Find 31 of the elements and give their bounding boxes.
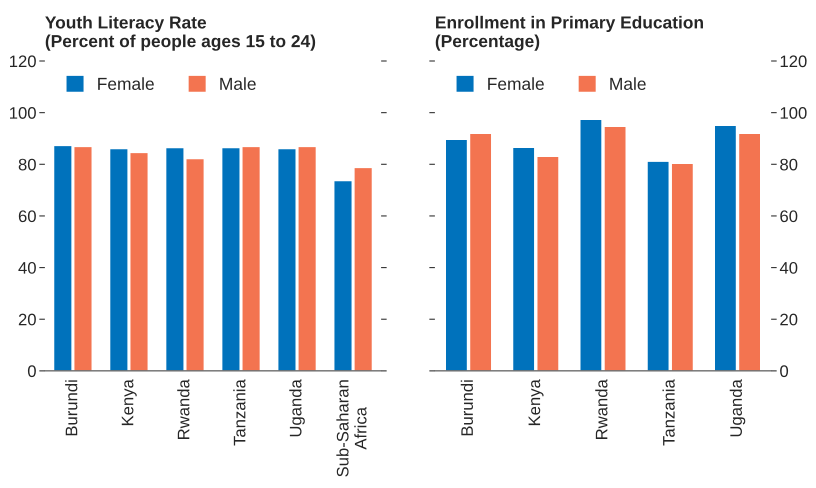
y-tick-label: 100 — [10, 107, 36, 119]
x-tick-label: Kenya — [122, 379, 137, 426]
y-tick-label: 60 — [780, 210, 798, 222]
x-tick-label: Rwanda — [595, 379, 608, 439]
y-tick-label: 0 — [780, 365, 788, 378]
x-tick-label: Uganda — [289, 379, 305, 436]
y-tick-label: 120 — [780, 55, 807, 68]
chart-title: Youth Literacy Rate (Percent of people ages 15 to 24) — [45, 16, 316, 51]
y-tick-label: 80 — [780, 158, 798, 170]
x-tick-label: Rwanda — [177, 379, 190, 439]
y-tick-label: 80 — [18, 158, 36, 170]
legend-label: Male — [610, 77, 646, 90]
legend-label: Male — [220, 77, 256, 90]
y-tick-label: 120 — [10, 55, 36, 68]
y-tick-label: 0 — [28, 365, 36, 378]
y-tick-label: 20 — [18, 314, 36, 326]
x-tick-label: Kenya — [528, 379, 544, 426]
legend-label: Female — [98, 77, 154, 90]
legend-label: Female — [488, 77, 544, 90]
y-tick-label: 60 — [18, 210, 36, 222]
chart-title: Enrollment in Primary Education (Percentage) — [436, 16, 703, 51]
x-tick-label: Tanzania — [233, 379, 246, 446]
x-tick-label: Tanzania — [662, 379, 675, 446]
x-tick-label: Uganda — [730, 379, 746, 436]
y-tick-label: 40 — [18, 262, 36, 274]
y-tick-label: 100 — [780, 107, 807, 119]
x-tick-label: Sub-Saharan Africa — [336, 380, 367, 477]
y-tick-label: 40 — [780, 262, 798, 274]
y-tick-label: 20 — [780, 314, 798, 326]
x-tick-label: Burundi — [460, 380, 473, 436]
x-tick-label: Burundi — [65, 380, 78, 436]
